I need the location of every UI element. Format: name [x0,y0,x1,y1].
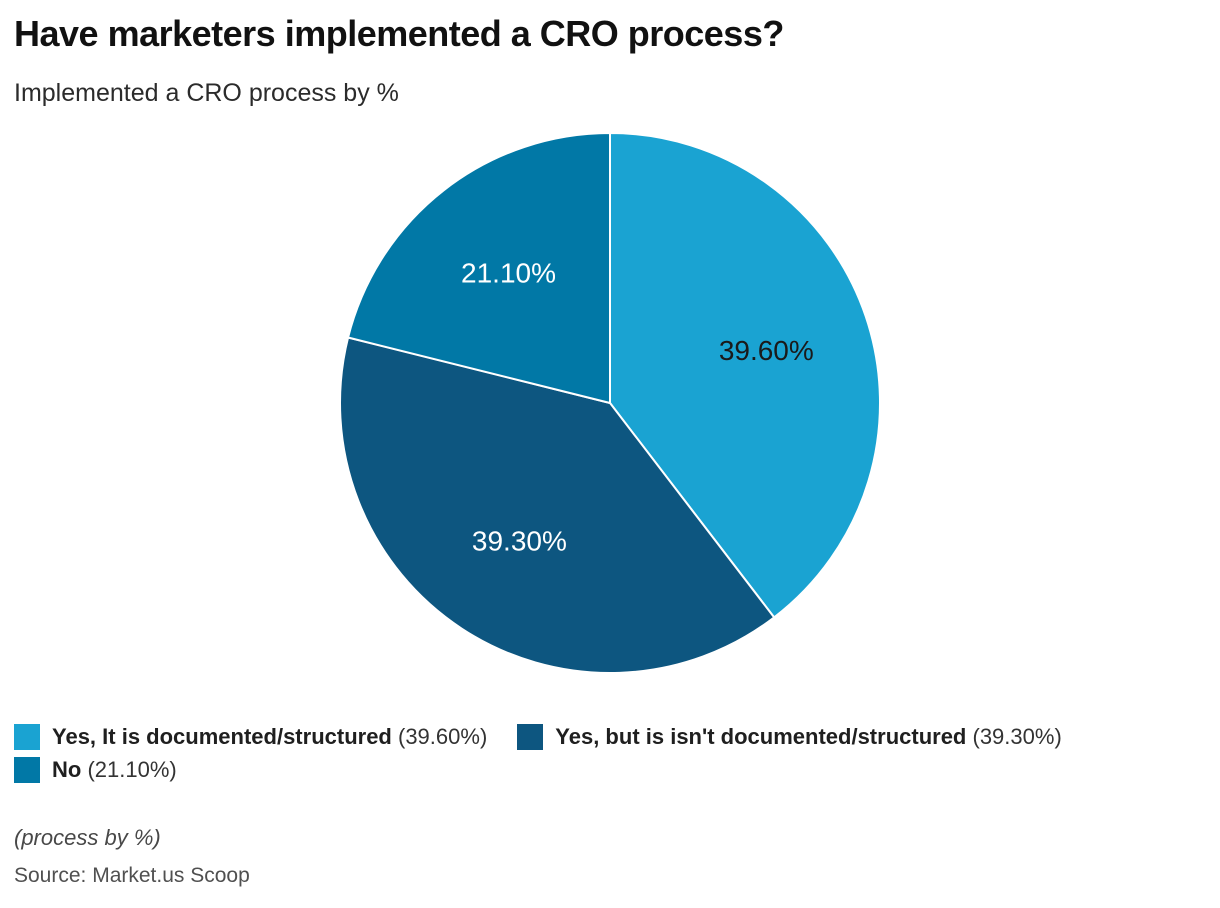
pie-slice-2 [347,131,611,404]
legend-value-text: (39.30%) [972,723,1062,749]
slice-label-0: 39.60% [719,335,814,366]
legend-name-text: Yes, It is documented/structured [52,723,392,749]
legend-label: Yes, It is documented/structured (39.60%… [52,724,487,750]
legend-name-text: No [52,756,82,782]
legend-item-no: No (21.10%) [14,756,177,783]
pie-chart-svg: 39.60% 39.30% 21.10% [339,131,881,674]
chart-subtitle: Implemented a CRO process by % [14,79,399,108]
legend-value-text: (39.60%) [398,723,488,749]
pie-slice-0 [609,131,881,619]
legend-name-text: Yes, but is isn't documented/structured [555,723,967,749]
chart-source: Source: Market.us Scoop [14,863,250,887]
legend-swatch-yes-not-documented [517,723,544,750]
legend-item-yes-not-documented: Yes, but is isn't documented/structured … [517,723,1062,750]
slice-label-1: 39.30% [472,526,567,557]
chart-legend: Yes, It is documented/structured (39.60%… [14,723,1164,783]
legend-swatch-yes-documented [14,723,40,750]
page-title: Have marketers implemented a CRO process… [14,13,784,54]
legend-swatch-no [14,756,40,783]
legend-label: Yes, but is isn't documented/structured … [555,724,1062,750]
legend-value-text: (21.10%) [87,756,177,782]
legend-label: No (21.10%) [52,757,177,783]
legend-item-yes-documented: Yes, It is documented/structured (39.60%… [14,723,487,750]
chart-footnote: (process by %) [14,824,161,850]
slice-label-2: 21.10% [461,258,556,289]
pie-slice-1 [339,336,776,674]
pie-chart-area: 39.60% 39.30% 21.10% [14,112,1206,704]
